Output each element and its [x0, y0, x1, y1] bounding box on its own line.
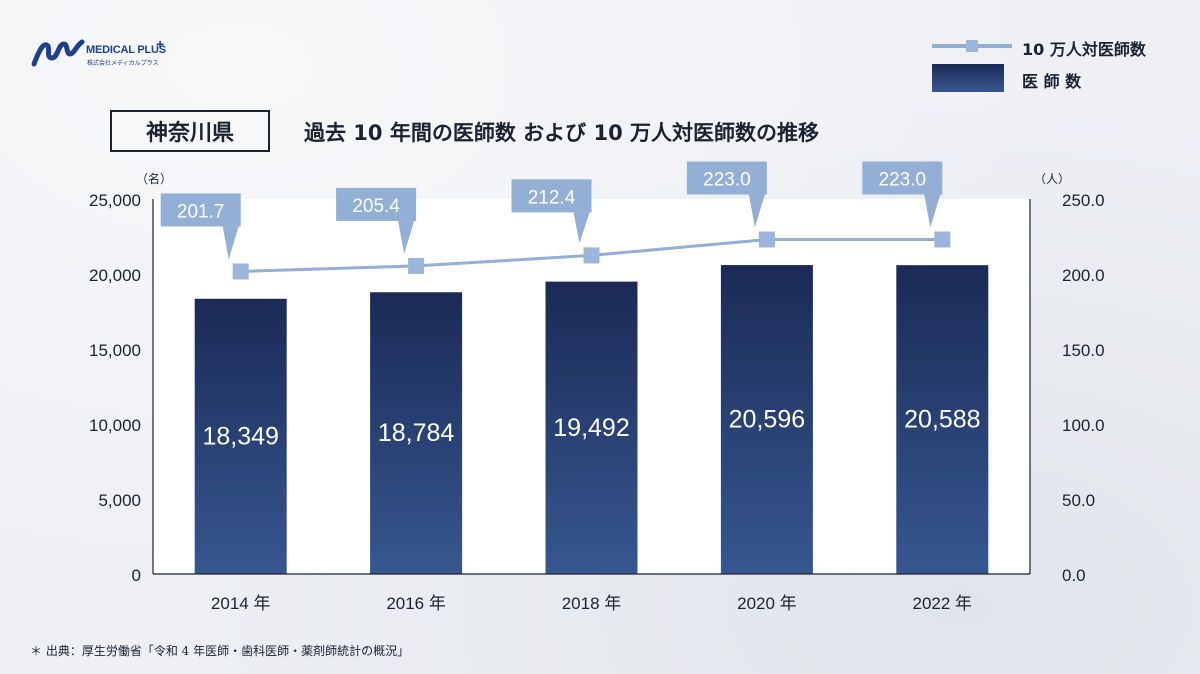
right-axis-tick-label: 150.0 [1062, 341, 1105, 360]
logo-plus: + [156, 36, 165, 52]
source-footnote: ＊ 出典：厚生労働省「令和 4 年医師・歯科医師・薬剤師統計の概況」 [30, 644, 410, 658]
logo: MEDICAL PLUS + 株式会社メディカルプラス [30, 36, 180, 76]
line-marker [758, 231, 775, 248]
bar [370, 292, 463, 574]
bar [194, 298, 287, 574]
callout-box [511, 179, 592, 213]
right-axis-tick-label: 250.0 [1062, 191, 1105, 210]
chart-title: 過去 10 年間の医師数 および 10 万人対医師数の推移 [304, 121, 820, 145]
bar-value-label: 20,588 [904, 406, 980, 434]
right-axis-tick-label: 50.0 [1062, 491, 1095, 510]
right-axis-unit: （人） [1034, 172, 1071, 186]
callout-box [686, 161, 767, 195]
x-axis-tick-label: 2020 年 [737, 594, 797, 613]
line-value-label: 223.0 [703, 170, 751, 191]
line-value-label: 201.7 [177, 201, 225, 222]
left-axis-tick-label: 5,000 [98, 491, 141, 510]
left-axis-tick-label: 0 [132, 566, 141, 585]
logo-subtitle: 株式会社メディカルプラス [87, 60, 159, 67]
legend-line-entry: 10 万人対医師数 [930, 32, 1180, 60]
region-label: 神奈川県 [110, 110, 270, 152]
line-marker [934, 231, 951, 248]
left-axis-tick-label: 10,000 [89, 416, 141, 435]
callout-pointer [222, 226, 239, 260]
logo-mark-icon [31, 39, 85, 67]
right-axis-tick-label: 100.0 [1062, 416, 1105, 435]
left-axis-tick-label: 15,000 [89, 341, 141, 360]
bar-value-label: 20,596 [729, 406, 805, 434]
bar [896, 265, 989, 574]
x-axis-tick-label: 2022 年 [913, 594, 973, 613]
line-value-callout: 223.0 [862, 161, 943, 228]
line-value-label: 205.4 [352, 196, 400, 217]
line-value-callout: 212.4 [511, 179, 592, 244]
line-value-label: 212.4 [528, 187, 576, 208]
legend-bar-swatch [932, 64, 1004, 92]
legend-bar-entry: 医 師 数 [930, 64, 1180, 92]
bar-value-label: 19,492 [553, 414, 629, 442]
callout-box [160, 193, 241, 227]
line-marker [232, 263, 249, 280]
callout-pointer [924, 194, 941, 228]
callout-pointer [398, 220, 415, 254]
x-axis-tick-label: 2016 年 [386, 594, 446, 613]
line-marker [408, 257, 425, 274]
line-value-callout: 223.0 [686, 161, 767, 228]
line-value-callout: 201.7 [160, 193, 241, 260]
right-axis-tick-label: 0.0 [1062, 566, 1086, 585]
legend-line-swatch [932, 40, 1012, 52]
legend: 10 万人対医師数 医 師 数 [930, 32, 1180, 96]
line-value-label: 223.0 [879, 170, 927, 191]
bar [545, 281, 638, 574]
left-axis-tick-label: 25,000 [89, 191, 141, 210]
x-axis-tick-label: 2018 年 [562, 594, 622, 613]
legend-line-label: 10 万人対医師数 [1022, 40, 1146, 59]
callout-box [862, 161, 943, 195]
callout-pointer [573, 212, 590, 244]
callout-pointer [748, 194, 765, 228]
bar-value-label: 18,349 [202, 422, 278, 450]
right-axis-tick-label: 200.0 [1062, 266, 1105, 285]
legend-bar-label: 医 師 数 [1022, 72, 1082, 91]
left-axis-unit: （名） [136, 172, 173, 186]
x-axis-tick-label: 2014 年 [211, 594, 271, 613]
logo-name: MEDICAL PLUS [86, 44, 166, 56]
line-marker [583, 247, 600, 264]
left-axis-tick-label: 20,000 [89, 266, 141, 285]
bar [720, 265, 813, 574]
line-value-callout: 205.4 [336, 187, 417, 254]
bar-value-label: 18,784 [378, 419, 455, 447]
callout-box [336, 187, 417, 221]
